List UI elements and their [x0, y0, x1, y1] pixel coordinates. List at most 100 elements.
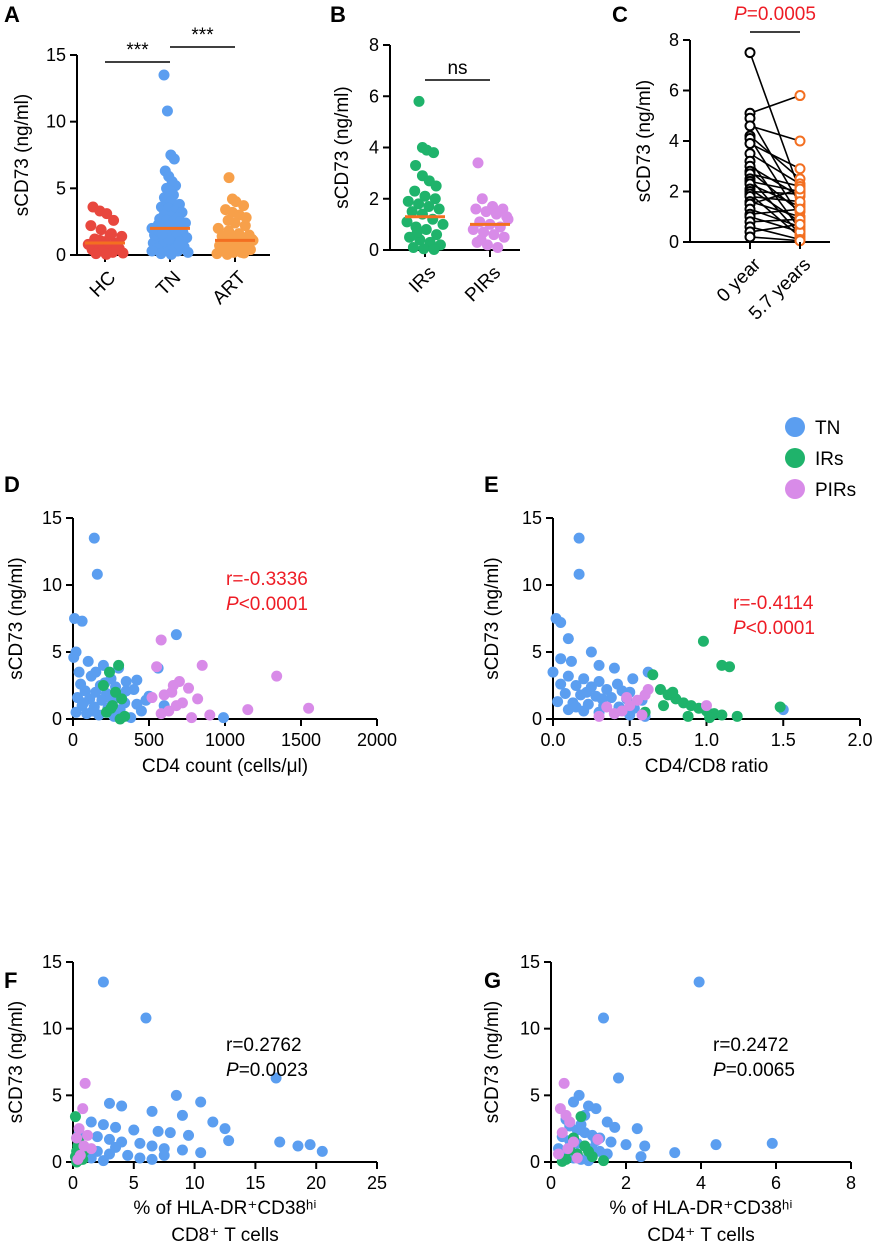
data-point-PIRs — [82, 1129, 94, 1141]
data-point — [488, 229, 500, 241]
data-point — [95, 224, 107, 236]
data-point — [101, 208, 113, 220]
data-point-TN — [103, 1133, 115, 1145]
pair-line — [749, 236, 801, 242]
data-point-PIRs — [553, 1148, 564, 1160]
data-point — [472, 157, 484, 169]
p-label: P — [733, 618, 746, 639]
followup-point — [794, 163, 806, 175]
data-point-PIRs — [151, 661, 163, 673]
data-point-PIRs — [631, 694, 643, 706]
data-point-PIRs — [592, 1133, 604, 1145]
data-point — [428, 243, 440, 255]
data-point-TN — [110, 1141, 122, 1153]
data-point-TN — [575, 1119, 587, 1131]
data-point — [480, 206, 492, 218]
data-point — [433, 203, 445, 215]
data-point-TN — [146, 1105, 158, 1117]
data-point-TN — [631, 1123, 643, 1135]
data-point-PIRs — [85, 1143, 97, 1155]
data-point-TN — [91, 1131, 103, 1143]
data-point-TN — [176, 1144, 188, 1156]
data-point — [161, 105, 173, 117]
data-point-PIRs — [636, 709, 648, 721]
data-point-IRs — [724, 661, 736, 673]
data-point-TN — [170, 629, 182, 641]
legend-label: TN — [815, 418, 840, 439]
data-point-TN — [316, 1145, 328, 1157]
x-tick-label: 0 — [68, 730, 78, 750]
y-tick-label: 15 — [520, 952, 540, 972]
data-point — [467, 224, 479, 235]
data-point-TN — [128, 1124, 140, 1136]
y-tick-label: 6 — [669, 81, 679, 101]
correlation-r: r=0.2762 — [226, 1035, 302, 1056]
data-point — [104, 229, 116, 241]
data-point — [111, 242, 123, 254]
data-point-TN — [578, 673, 590, 685]
x-tick-label: TN — [152, 267, 185, 300]
data-point-IRs — [114, 713, 126, 725]
pair-line — [749, 188, 801, 223]
data-point-PIRs — [183, 682, 195, 694]
pair-line — [749, 125, 801, 142]
data-point-TN — [91, 568, 103, 580]
data-point — [475, 234, 487, 246]
y-tick-label: 0 — [669, 232, 679, 252]
significance-label: ns — [447, 58, 467, 79]
x-tick-label: 5 — [129, 1173, 139, 1193]
data-point — [238, 200, 250, 212]
panel-label: B — [330, 2, 346, 27]
p-value-annotation: P=0.0005 — [734, 4, 816, 25]
y-tick-label: 15 — [522, 508, 542, 528]
data-point-TN — [97, 1155, 109, 1167]
pair-line — [749, 208, 801, 228]
data-point-TN — [68, 651, 80, 663]
p-value: <0.0001 — [239, 594, 308, 615]
panel-D: D 0 5 10 15 sCD73 (ng/ml) 0 500 1000 1500 2000 CD4 … — [4, 472, 397, 777]
baseline-point — [744, 120, 756, 132]
data-point-TN — [76, 615, 88, 627]
data-point-TN — [88, 532, 100, 544]
data-point-PIRs — [701, 700, 712, 712]
y-tick-label: 0 — [532, 709, 542, 729]
data-point-TN — [87, 705, 99, 717]
y-tick-label: 15 — [42, 508, 62, 528]
data-point-TN — [547, 666, 559, 678]
data-point-TN — [620, 1139, 632, 1151]
data-point — [418, 243, 430, 255]
y-tick-label: 0 — [369, 240, 379, 260]
data-point-TN — [152, 1125, 164, 1137]
p-value: <0.0001 — [746, 618, 815, 639]
x-tick-label: 4 — [696, 1173, 706, 1193]
correlation-r: r=0.2472 — [713, 1035, 789, 1056]
data-point — [406, 206, 418, 218]
legend-swatch — [785, 417, 805, 437]
data-point-TN — [170, 1089, 182, 1101]
data-point-TN — [120, 675, 132, 687]
data-point — [490, 208, 502, 220]
legend-label: IRs — [815, 449, 844, 470]
correlation-p: P=0.0023 — [226, 1060, 308, 1081]
data-point-TN — [146, 1153, 158, 1165]
data-point-PIRs — [72, 1153, 84, 1165]
y-tick-label: 8 — [369, 35, 379, 55]
data-point-TN — [581, 686, 593, 698]
p-value: =0.0065 — [726, 1060, 795, 1081]
data-point-TN — [292, 1140, 304, 1152]
p-value: =0.0005 — [747, 4, 816, 25]
data-point-PIRs — [601, 701, 613, 713]
data-point-IRs — [704, 712, 716, 724]
data-point-TN — [710, 1139, 722, 1151]
data-point-TN — [164, 1127, 176, 1139]
data-point-TN — [158, 1149, 170, 1161]
y-tick-label: 5 — [532, 642, 542, 662]
data-point — [407, 241, 419, 253]
data-point-PIRs — [608, 708, 620, 720]
pair-line — [749, 52, 801, 192]
data-point-TN — [596, 693, 608, 705]
data-point — [420, 224, 432, 235]
data-point-TN — [593, 675, 605, 687]
data-point-TN — [605, 1136, 617, 1148]
